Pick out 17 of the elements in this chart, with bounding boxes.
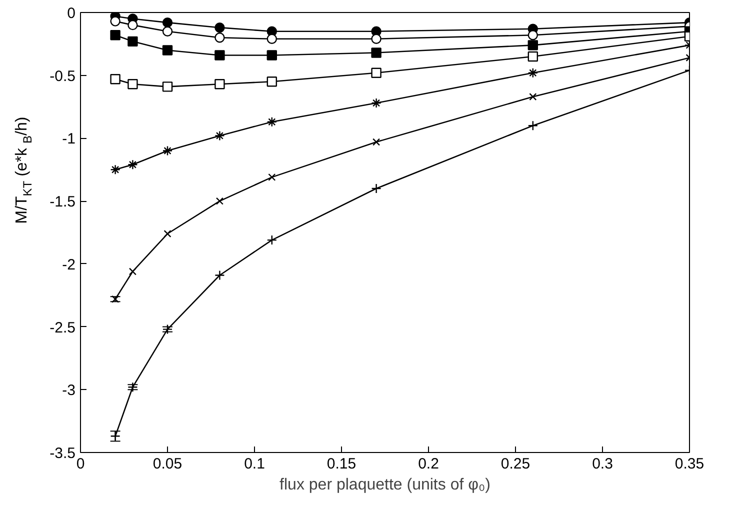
y-tick-label: -0.5	[50, 68, 76, 85]
y-tick-label: -1	[62, 130, 76, 148]
y-axis-title: M/TKT (e*kB/h)	[14, 116, 34, 224]
y-tick-label: -2.5	[50, 319, 76, 336]
y-tick-label: -1.5	[50, 194, 76, 211]
x-tick-label: 0.1	[244, 456, 265, 472]
x-tick-label: 0.05	[152, 456, 182, 472]
x-tick-label: 0.25	[500, 456, 530, 472]
y-tick-label: -3.5	[50, 445, 76, 462]
x-tick-label: 0.3	[592, 456, 613, 472]
y-tick-label: -3	[62, 382, 76, 400]
y-tick-label: 0	[67, 5, 76, 22]
y-tick-label: -2	[62, 256, 76, 274]
x-tick-label: 0.35	[674, 456, 704, 472]
x-tick-label: 0.15	[326, 456, 356, 472]
x-tick-label: 0.2	[418, 456, 439, 472]
x-axis-title: flux per plaquette (units of φ₀)	[280, 476, 490, 494]
